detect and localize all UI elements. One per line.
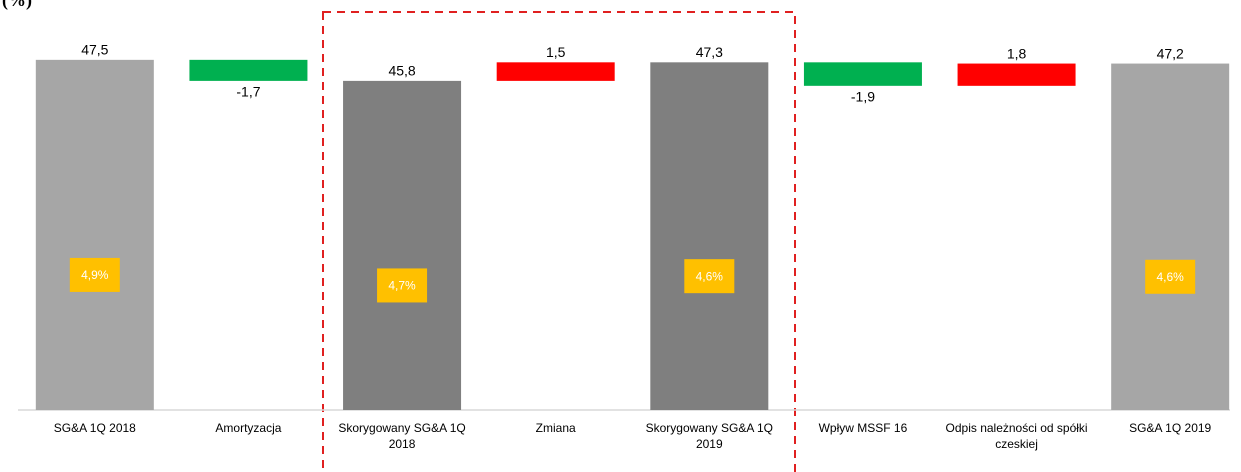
bar: [803, 62, 922, 86]
pct-label: 4,9%: [81, 268, 109, 282]
pct-label: 4,6%: [696, 269, 724, 283]
bar: [1111, 63, 1230, 410]
value-label: 47,3: [696, 44, 723, 60]
x-tick-label: SG&A 1Q 2019: [1129, 421, 1212, 435]
x-tick-label: Zmiana: [535, 421, 576, 435]
pct-box: [684, 259, 735, 294]
pct-box: [69, 257, 120, 292]
bar: [650, 62, 769, 411]
highlight-box: [322, 11, 796, 472]
value-label: 47,5: [81, 42, 108, 58]
value-label: -1,7: [236, 84, 260, 100]
x-tick-label: Skorygowany SG&A 1Q 2019: [645, 421, 774, 451]
bar: [35, 59, 154, 410]
x-tick-label: Wpływ MSSF 16: [818, 421, 908, 435]
chart-title: (%): [2, 0, 32, 11]
x-tick-label: Odpis należności od spółki czeskiej: [945, 421, 1088, 451]
bar: [957, 63, 1076, 86]
pct-box: [1145, 259, 1196, 294]
bar: [496, 62, 615, 81]
value-label: 47,2: [1157, 45, 1184, 61]
value-label: 1,8: [1007, 45, 1027, 61]
value-label: 1,5: [546, 44, 566, 60]
x-tick-label: Amortyzacja: [215, 421, 282, 435]
bar: [189, 59, 308, 81]
x-tick-label: SG&A 1Q 2018: [53, 421, 136, 435]
bar: [343, 80, 462, 411]
value-label: -1,9: [851, 89, 875, 105]
x-tick-label: Skorygowany SG&A 1Q 2018: [338, 421, 466, 451]
pct-label: 4,7%: [388, 279, 416, 293]
value-label: 45,8: [388, 63, 415, 79]
pct-label: 4,6%: [1157, 270, 1185, 284]
pct-box: [377, 268, 428, 303]
